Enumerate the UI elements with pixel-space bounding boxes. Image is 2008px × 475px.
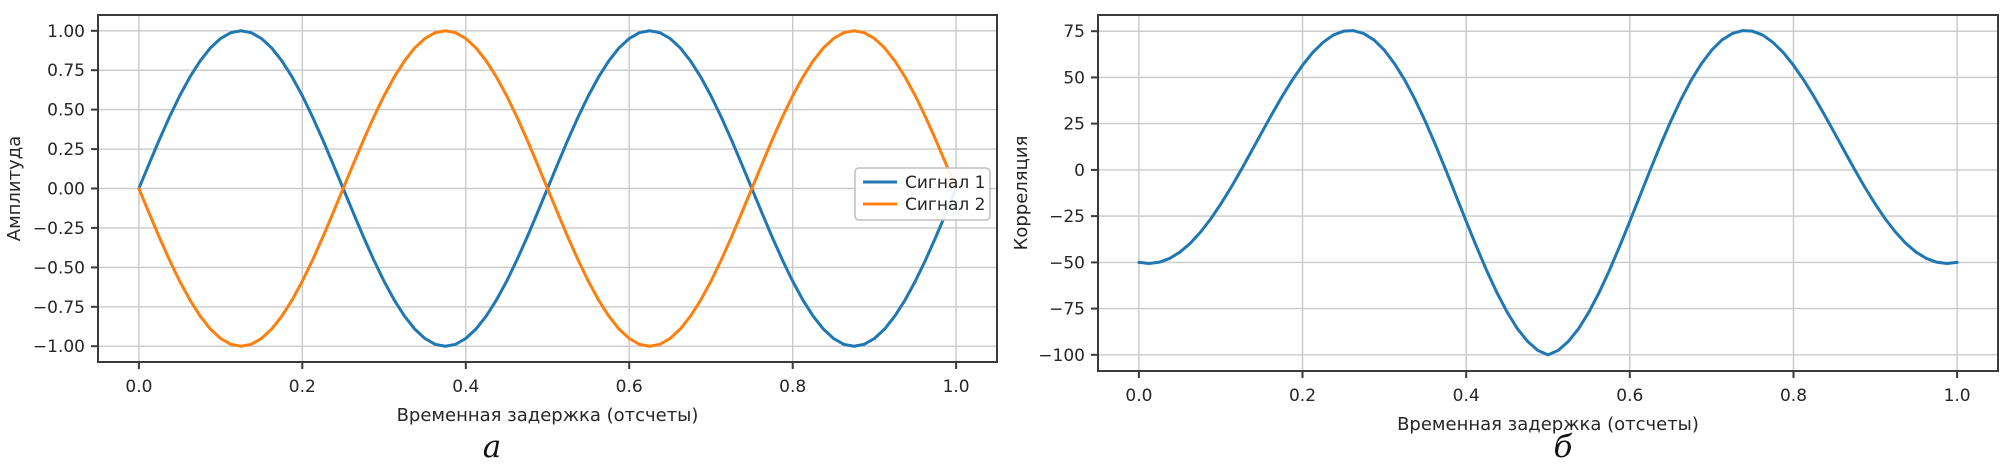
series-line-b-0 <box>1137 29 1959 357</box>
y-tick-label: 75 <box>1063 22 1085 42</box>
caption-a: а <box>482 429 502 465</box>
y-tick-label: −25 <box>1049 207 1085 227</box>
y-tick-label: −0.25 <box>33 219 85 239</box>
plot-border-b <box>1097 14 1999 372</box>
x-tick-label: 0.0 <box>125 377 152 397</box>
y-tick-label: −50 <box>1049 253 1085 273</box>
x-tick-label: 0.8 <box>1780 386 1807 406</box>
x-tick-label: 0.0 <box>1125 386 1152 406</box>
y-tick-label: 25 <box>1063 115 1085 135</box>
y-tick-label: 0.50 <box>47 101 85 121</box>
y-tick-label: −0.75 <box>33 298 85 318</box>
legend-label-1: Сигнал 2 <box>905 195 985 215</box>
y-tick-label: 0.25 <box>47 140 85 160</box>
caption-b: б <box>1553 429 1573 465</box>
y-axis-label-b: Корреляция <box>1011 136 1032 251</box>
y-tick-label: −75 <box>1049 300 1085 320</box>
x-tick-label: 0.6 <box>1616 386 1643 406</box>
x-tick-label: 0.2 <box>1289 386 1316 406</box>
x-tick-label: 0.8 <box>779 377 806 397</box>
y-tick-label: 0.75 <box>47 61 85 81</box>
x-axis-label-a: Временная задержка (отсчеты) <box>397 405 699 426</box>
legend-label-0: Сигнал 1 <box>905 173 985 193</box>
x-axis-label-b: Временная задержка (отсчеты) <box>1397 414 1699 435</box>
y-tick-label: 0 <box>1074 161 1085 181</box>
x-tick-label: 0.2 <box>289 377 316 397</box>
y-axis-label-a: Амплитуда <box>4 136 25 241</box>
x-tick-label: 1.0 <box>943 377 970 397</box>
series-line-a-1 <box>137 29 958 348</box>
y-tick-label: 1.00 <box>47 22 85 42</box>
y-tick-label: −0.50 <box>33 258 85 278</box>
x-tick-label: 0.4 <box>1453 386 1480 406</box>
x-tick-label: 1.0 <box>1944 386 1971 406</box>
x-tick-label: 0.6 <box>616 377 643 397</box>
y-tick-label: −1.00 <box>33 337 85 357</box>
y-tick-label: 0.00 <box>47 180 85 200</box>
y-tick-label: 50 <box>1063 68 1085 88</box>
y-tick-label: −100 <box>1038 346 1085 366</box>
x-tick-label: 0.4 <box>452 377 479 397</box>
